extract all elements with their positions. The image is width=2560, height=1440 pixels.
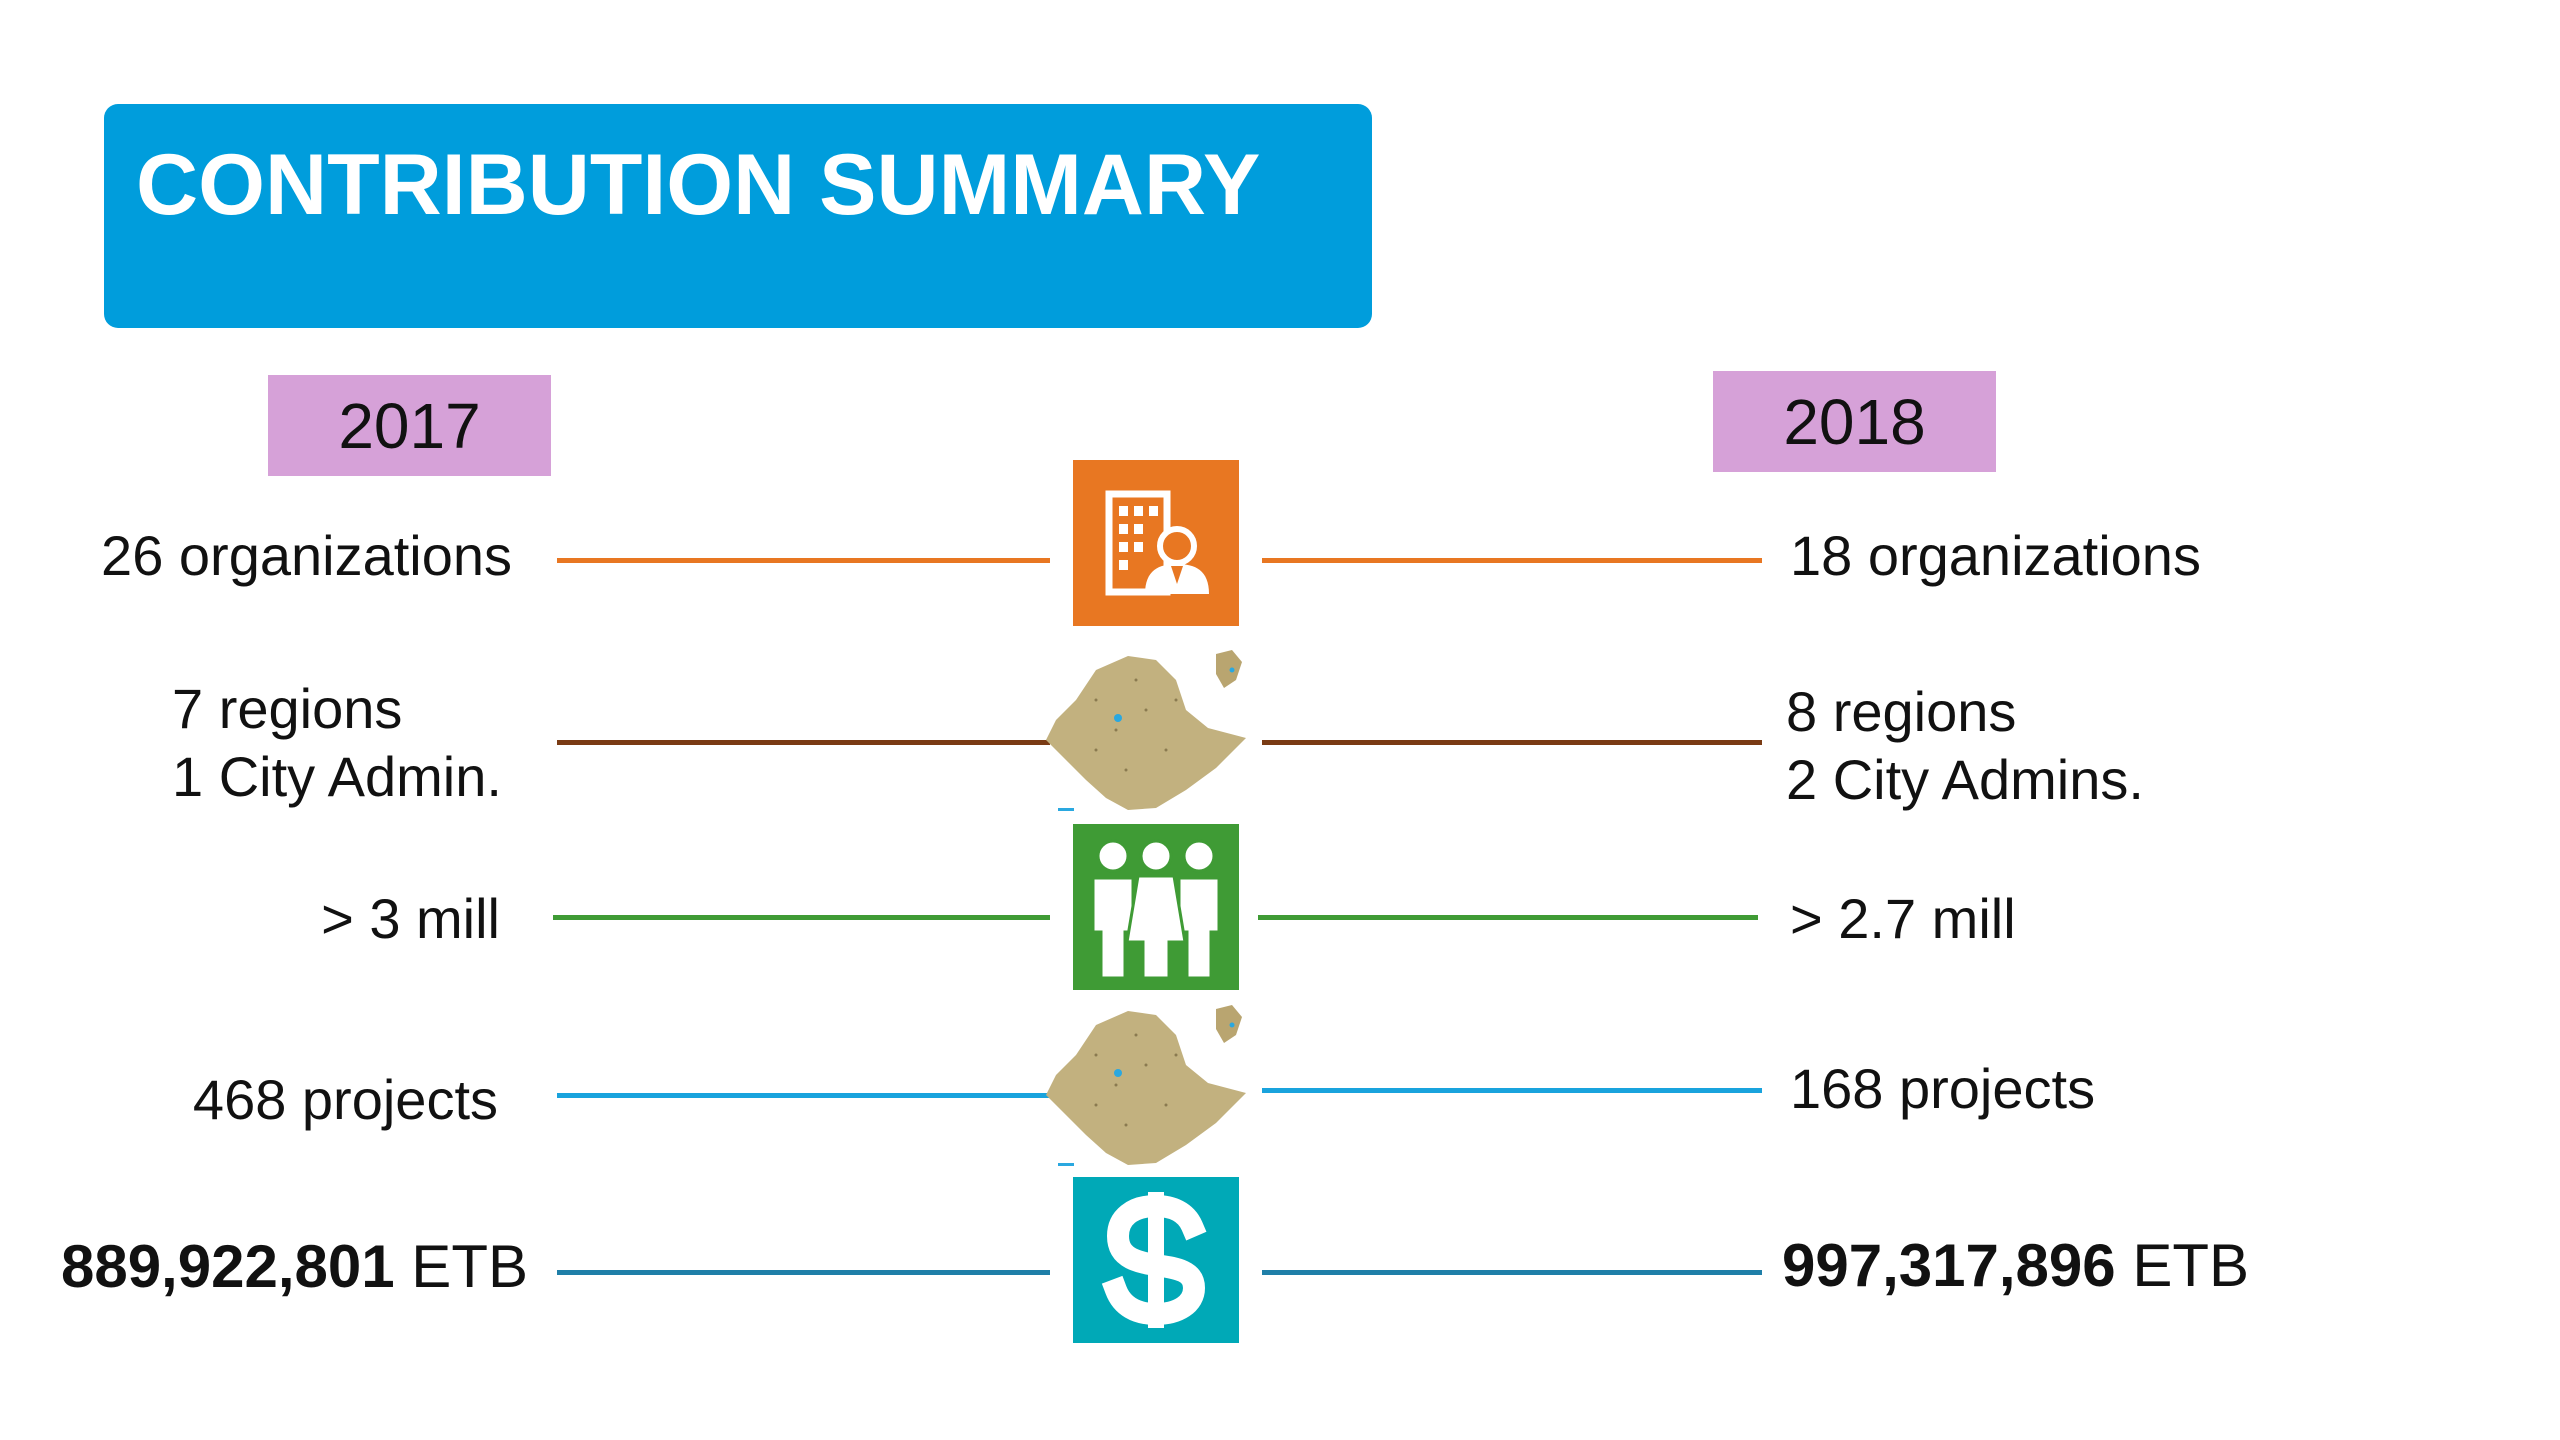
- connector-line-regions-right: [1262, 740, 1762, 745]
- row-people-left: > 3 mill: [321, 887, 500, 950]
- row-regions-right: 8 regions 2 City Admins.: [1786, 678, 2144, 814]
- row-people-right: > 2.7 mill: [1790, 887, 2016, 950]
- organization-icon-box: [1073, 460, 1239, 626]
- year-label-right: 2018: [1713, 371, 1996, 472]
- connector-line-organizations-left: [557, 558, 1050, 563]
- row-projects-right: 168 projects: [1790, 1057, 2096, 1120]
- funding-unit-right: ETB: [2132, 1232, 2250, 1299]
- dollar-sign-icon: [1101, 1192, 1207, 1328]
- building-person-icon: [1105, 490, 1209, 596]
- ethiopia-map-icon: [1046, 650, 1246, 811]
- people-icon-box: [1073, 824, 1239, 990]
- connector-line-people-right: [1258, 915, 1758, 920]
- funding-amount-right: 997,317,896: [1782, 1232, 2116, 1299]
- money-icon-box: [1073, 1177, 1239, 1343]
- ethiopia-map-icon: [1046, 1005, 1246, 1166]
- connector-line-organizations-right: [1262, 558, 1762, 563]
- connector-line-projects-right: [1262, 1088, 1762, 1093]
- funding-amount-left: 889,922,801: [60, 1233, 395, 1300]
- year-label-left: 2017: [268, 375, 551, 476]
- people-group-icon: [1091, 839, 1221, 980]
- row-regions-left-line2: 1 City Admin.: [172, 745, 502, 808]
- title-banner: [104, 104, 1372, 328]
- row-funding-right: 997,317,896 ETB: [1782, 1232, 2249, 1300]
- region-map-icon-box: [1036, 640, 1266, 820]
- row-regions-right-line2: 2 City Admins.: [1786, 748, 2144, 811]
- row-regions-left-line1: 7 regions: [172, 677, 403, 740]
- project-map-icon-box: [1036, 995, 1266, 1175]
- row-funding-left: 889,922,801 ETB: [61, 1233, 528, 1301]
- row-organizations-left: 26 organizations: [101, 524, 512, 587]
- connector-line-funding-right: [1262, 1270, 1762, 1275]
- page-title: CONTRIBUTION SUMMARY: [136, 137, 1261, 233]
- connector-line-projects-left: [557, 1093, 1050, 1098]
- connector-line-regions-left: [557, 740, 1050, 745]
- row-regions-left: 7 regions 1 City Admin.: [172, 675, 502, 811]
- funding-unit-left: ETB: [411, 1233, 528, 1300]
- row-regions-right-line1: 8 regions: [1786, 680, 2017, 743]
- row-organizations-right: 18 organizations: [1790, 524, 2201, 587]
- connector-line-people-left: [553, 915, 1050, 920]
- connector-line-funding-left: [557, 1270, 1050, 1275]
- row-projects-left: 468 projects: [192, 1068, 498, 1131]
